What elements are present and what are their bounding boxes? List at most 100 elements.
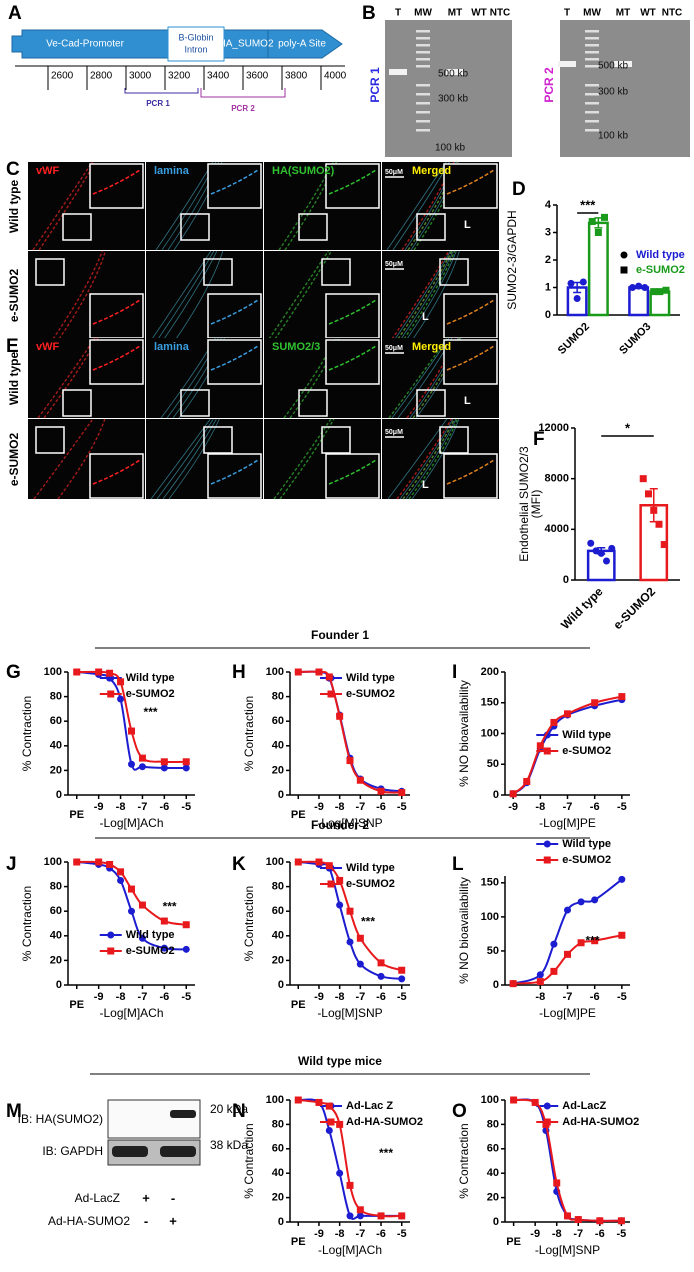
x-tick-label: -7 — [563, 801, 573, 813]
condition-label: Ad-HA-SUMO2 — [48, 1214, 130, 1228]
point — [594, 229, 602, 236]
curve — [76, 671, 187, 771]
point — [377, 972, 385, 980]
point — [117, 876, 125, 884]
legend-marker — [327, 1118, 335, 1126]
x-tick-label: SUMO3 — [617, 321, 653, 357]
y-tick-label: 80 — [50, 691, 62, 703]
curve — [513, 934, 623, 985]
point — [377, 787, 385, 795]
tissue-trace — [58, 250, 107, 340]
x-tick-label: PE — [291, 999, 306, 1011]
x-tick-label: -7 — [573, 1228, 583, 1240]
y-tick-label: 0 — [278, 1216, 284, 1228]
tissue-trace — [405, 418, 457, 500]
point — [592, 547, 600, 555]
point — [325, 673, 333, 681]
lane-label: WT — [640, 8, 656, 19]
y-tick-label: 60 — [272, 1143, 284, 1155]
legend-label: Wild type — [346, 862, 395, 874]
point — [618, 931, 626, 939]
point — [128, 907, 135, 915]
point — [564, 710, 571, 718]
inset-trace — [92, 299, 141, 325]
condition-sign: + — [169, 1213, 177, 1228]
x-tick-label: -7 — [355, 801, 365, 813]
y-tick-label: 60 — [487, 1143, 499, 1155]
segment-label: poly-A Site — [278, 39, 326, 50]
y-tick-label: 20 — [272, 764, 284, 776]
panel-letter: L — [452, 854, 464, 875]
panel-letter: I — [452, 662, 457, 683]
point — [567, 279, 575, 287]
ladder-band — [416, 84, 430, 87]
ladder-band — [585, 44, 599, 47]
x-tick-label: PE — [291, 809, 306, 821]
significance-label: *** — [585, 934, 599, 948]
point — [117, 678, 125, 686]
scale-label: 3400 — [207, 71, 230, 82]
y-tick-label: 40 — [272, 930, 284, 942]
point — [325, 862, 333, 870]
condition-sign: - — [144, 1213, 148, 1228]
pcr-bracket — [200, 88, 286, 98]
tissue-trace — [168, 418, 220, 500]
y-tick-label: 80 — [272, 691, 284, 703]
lane-label: T — [564, 8, 570, 19]
scale-label: 3200 — [168, 71, 191, 82]
point — [591, 937, 599, 945]
panel-letter: M — [6, 1101, 22, 1122]
point — [138, 934, 146, 942]
roi-box — [298, 213, 328, 241]
x-tick-label: -8 — [335, 991, 345, 1003]
tissue-trace — [397, 250, 453, 340]
y-tick-label: 100 — [266, 666, 284, 678]
point — [608, 544, 616, 552]
legend-label: Wild type — [562, 729, 611, 741]
roi-box — [298, 389, 328, 417]
channel-label: Merged — [412, 341, 451, 353]
ladder-band — [585, 30, 599, 33]
ladder-band — [585, 84, 599, 87]
ladder-band — [585, 111, 599, 114]
y-tick-label: 200 — [481, 666, 499, 678]
legend-label: Ad-LacZ — [562, 1100, 606, 1112]
point — [579, 278, 587, 286]
point — [588, 218, 596, 225]
blot-band — [170, 1110, 196, 1118]
point — [128, 727, 135, 735]
gel-band — [558, 61, 576, 67]
point — [377, 959, 385, 967]
y-tick-label: 0 — [563, 574, 569, 586]
point — [128, 760, 135, 768]
gel-band — [446, 69, 464, 75]
ladder-band — [416, 93, 430, 96]
y-tick-label: 100 — [481, 727, 499, 739]
x-tick-label: -5 — [397, 991, 407, 1003]
lane-label: WT — [471, 8, 487, 19]
gel — [385, 20, 512, 157]
x-tick-label: PE — [291, 1236, 306, 1248]
inset-trace — [328, 459, 377, 485]
scale-label: 2600 — [51, 71, 74, 82]
inset-trace — [446, 299, 495, 325]
scale-label: 4000 — [324, 71, 347, 82]
y-tick-label: 100 — [266, 856, 284, 868]
point — [573, 295, 581, 302]
point — [577, 939, 585, 947]
inset-trace — [328, 345, 377, 371]
point — [160, 944, 168, 952]
gel-label: PCR 1 — [368, 67, 382, 103]
point — [550, 718, 558, 726]
ladder-band — [585, 120, 599, 123]
roi-box — [180, 213, 210, 241]
panel-letter: E — [6, 336, 19, 357]
legend-marker — [327, 690, 335, 698]
x-tick-label: -7 — [355, 1228, 365, 1240]
x-axis-title: -Log[M]ACh — [318, 1243, 382, 1257]
tissue-trace — [57, 418, 106, 500]
x-tick-label: -8 — [116, 991, 126, 1003]
x-tick-label: -9 — [314, 991, 324, 1003]
inset-trace — [210, 459, 259, 485]
tissue-trace — [278, 161, 334, 251]
